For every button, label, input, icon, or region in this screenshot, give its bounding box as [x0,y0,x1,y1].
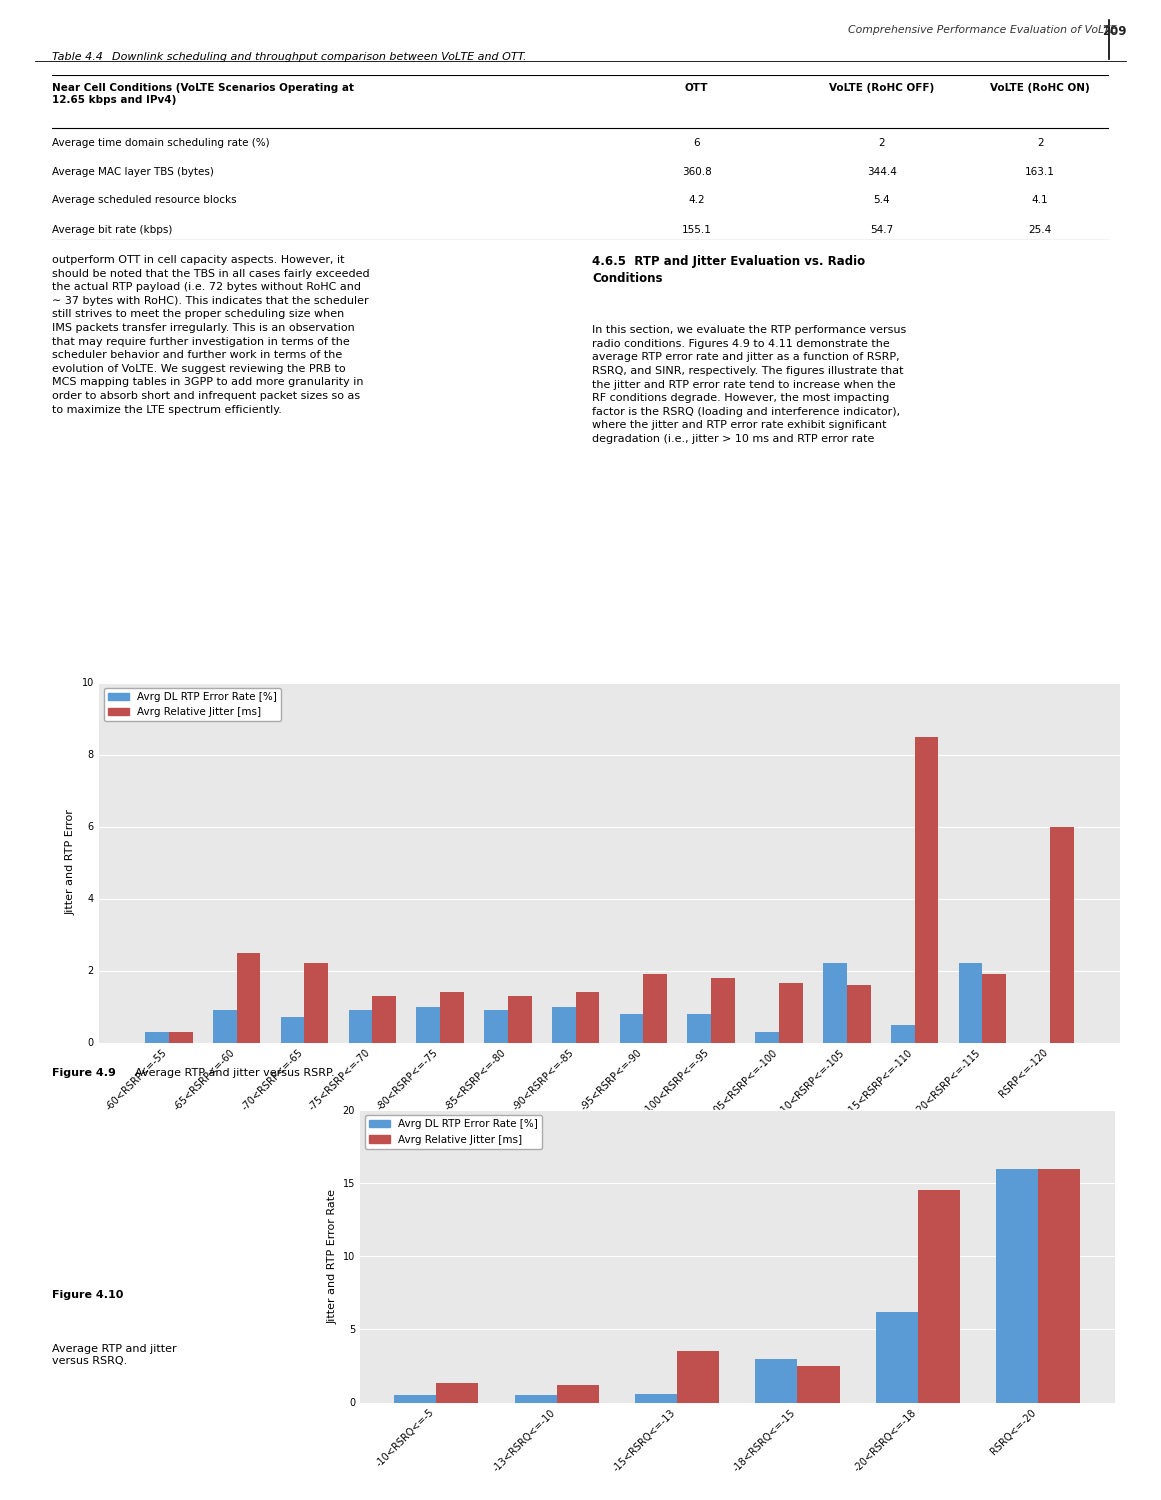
Bar [417,1007,440,1042]
Bar [996,1168,1038,1402]
Legend: Avrg DL RTP Error Rate [%], Avrg Relative Jitter [ms]: Avrg DL RTP Error Rate [%], Avrg Relativ… [365,1114,542,1149]
Bar [620,1014,643,1042]
Bar [168,1032,193,1042]
Text: OTT: OTT [685,82,708,93]
Bar [635,1394,677,1402]
Bar [551,1007,576,1042]
Text: Table 4.4  Downlink scheduling and throughput comparison between VoLTE and OTT.: Table 4.4 Downlink scheduling and throug… [52,53,527,62]
Text: 5.4: 5.4 [873,195,890,206]
Bar [643,974,668,1042]
Text: Near Cell Conditions (VoLTE Scenarios Operating at
12.65 kbps and IPv4): Near Cell Conditions (VoLTE Scenarios Op… [52,82,354,105]
Y-axis label: Jitter and RTP Error Rate: Jitter and RTP Error Rate [327,1188,337,1324]
Bar [373,996,396,1042]
Bar [556,1384,599,1402]
Text: 360.8: 360.8 [682,168,712,177]
Text: Figure 4.9: Figure 4.9 [52,1068,116,1077]
Text: Average RTP and jitter versus RSRP.: Average RTP and jitter versus RSRP. [129,1068,334,1077]
Text: 155.1: 155.1 [682,225,712,236]
Bar [212,1010,237,1042]
Bar [687,1014,712,1042]
Bar [823,963,846,1042]
Bar [576,992,599,1042]
Text: VoLTE (RoHC OFF): VoLTE (RoHC OFF) [829,82,935,93]
Bar [145,1032,168,1042]
Bar [348,1010,373,1042]
Text: 2: 2 [1037,138,1044,147]
Text: VoLTE (RoHC ON): VoLTE (RoHC ON) [990,82,1090,93]
Text: Figure 4.10: Figure 4.10 [52,1290,123,1300]
Bar [1038,1168,1080,1402]
Bar [982,974,1007,1042]
Bar [437,1383,478,1402]
Text: 2: 2 [878,138,885,147]
Legend: Avrg DL RTP Error Rate [%], Avrg Relative Jitter [ms]: Avrg DL RTP Error Rate [%], Avrg Relativ… [103,687,281,722]
Text: Average MAC layer TBS (bytes): Average MAC layer TBS (bytes) [52,168,214,177]
Text: 163.1: 163.1 [1025,168,1055,177]
Text: 4.6.5  RTP and Jitter Evaluation vs. Radio
Conditions: 4.6.5 RTP and Jitter Evaluation vs. Radi… [592,255,865,285]
Bar [395,1395,437,1402]
Bar [915,736,938,1042]
Bar [846,986,871,1042]
Text: Average bit rate (kbps): Average bit rate (kbps) [52,225,173,236]
Text: 25.4: 25.4 [1029,225,1052,236]
Bar [514,1395,556,1402]
Bar [304,963,329,1042]
Bar [875,1312,918,1402]
Text: 344.4: 344.4 [866,168,896,177]
Bar [756,1032,779,1042]
Bar [779,982,802,1042]
Bar [507,996,532,1042]
Text: Average scheduled resource blocks: Average scheduled resource blocks [52,195,237,206]
Text: 6: 6 [693,138,700,147]
Bar [237,952,260,1042]
Bar [959,963,982,1042]
Y-axis label: Jitter and RTP Error: Jitter and RTP Error [66,810,75,915]
Text: 4.1: 4.1 [1032,195,1048,206]
Bar [798,1366,839,1402]
Bar [484,1010,507,1042]
Text: In this section, we evaluate the RTP performance versus
radio conditions. Figure: In this section, we evaluate the RTP per… [592,326,907,444]
Bar [440,992,463,1042]
Text: Comprehensive Performance Evaluation of VoLTE: Comprehensive Performance Evaluation of … [848,26,1116,34]
Text: 4.2: 4.2 [688,195,705,206]
Bar [677,1352,719,1402]
Text: 54.7: 54.7 [870,225,893,236]
Text: Average time domain scheduling rate (%): Average time domain scheduling rate (%) [52,138,269,147]
Bar [712,978,735,1042]
Bar [281,1017,304,1042]
Bar [890,1024,915,1042]
Text: outperform OTT in cell capacity aspects. However, it
should be noted that the TB: outperform OTT in cell capacity aspects.… [52,255,370,414]
Bar [756,1359,798,1402]
Bar [1051,827,1074,1042]
Text: 209: 209 [1102,26,1126,38]
Text: Average RTP and jitter
versus RSRQ.: Average RTP and jitter versus RSRQ. [52,1344,176,1365]
Bar [918,1191,960,1402]
